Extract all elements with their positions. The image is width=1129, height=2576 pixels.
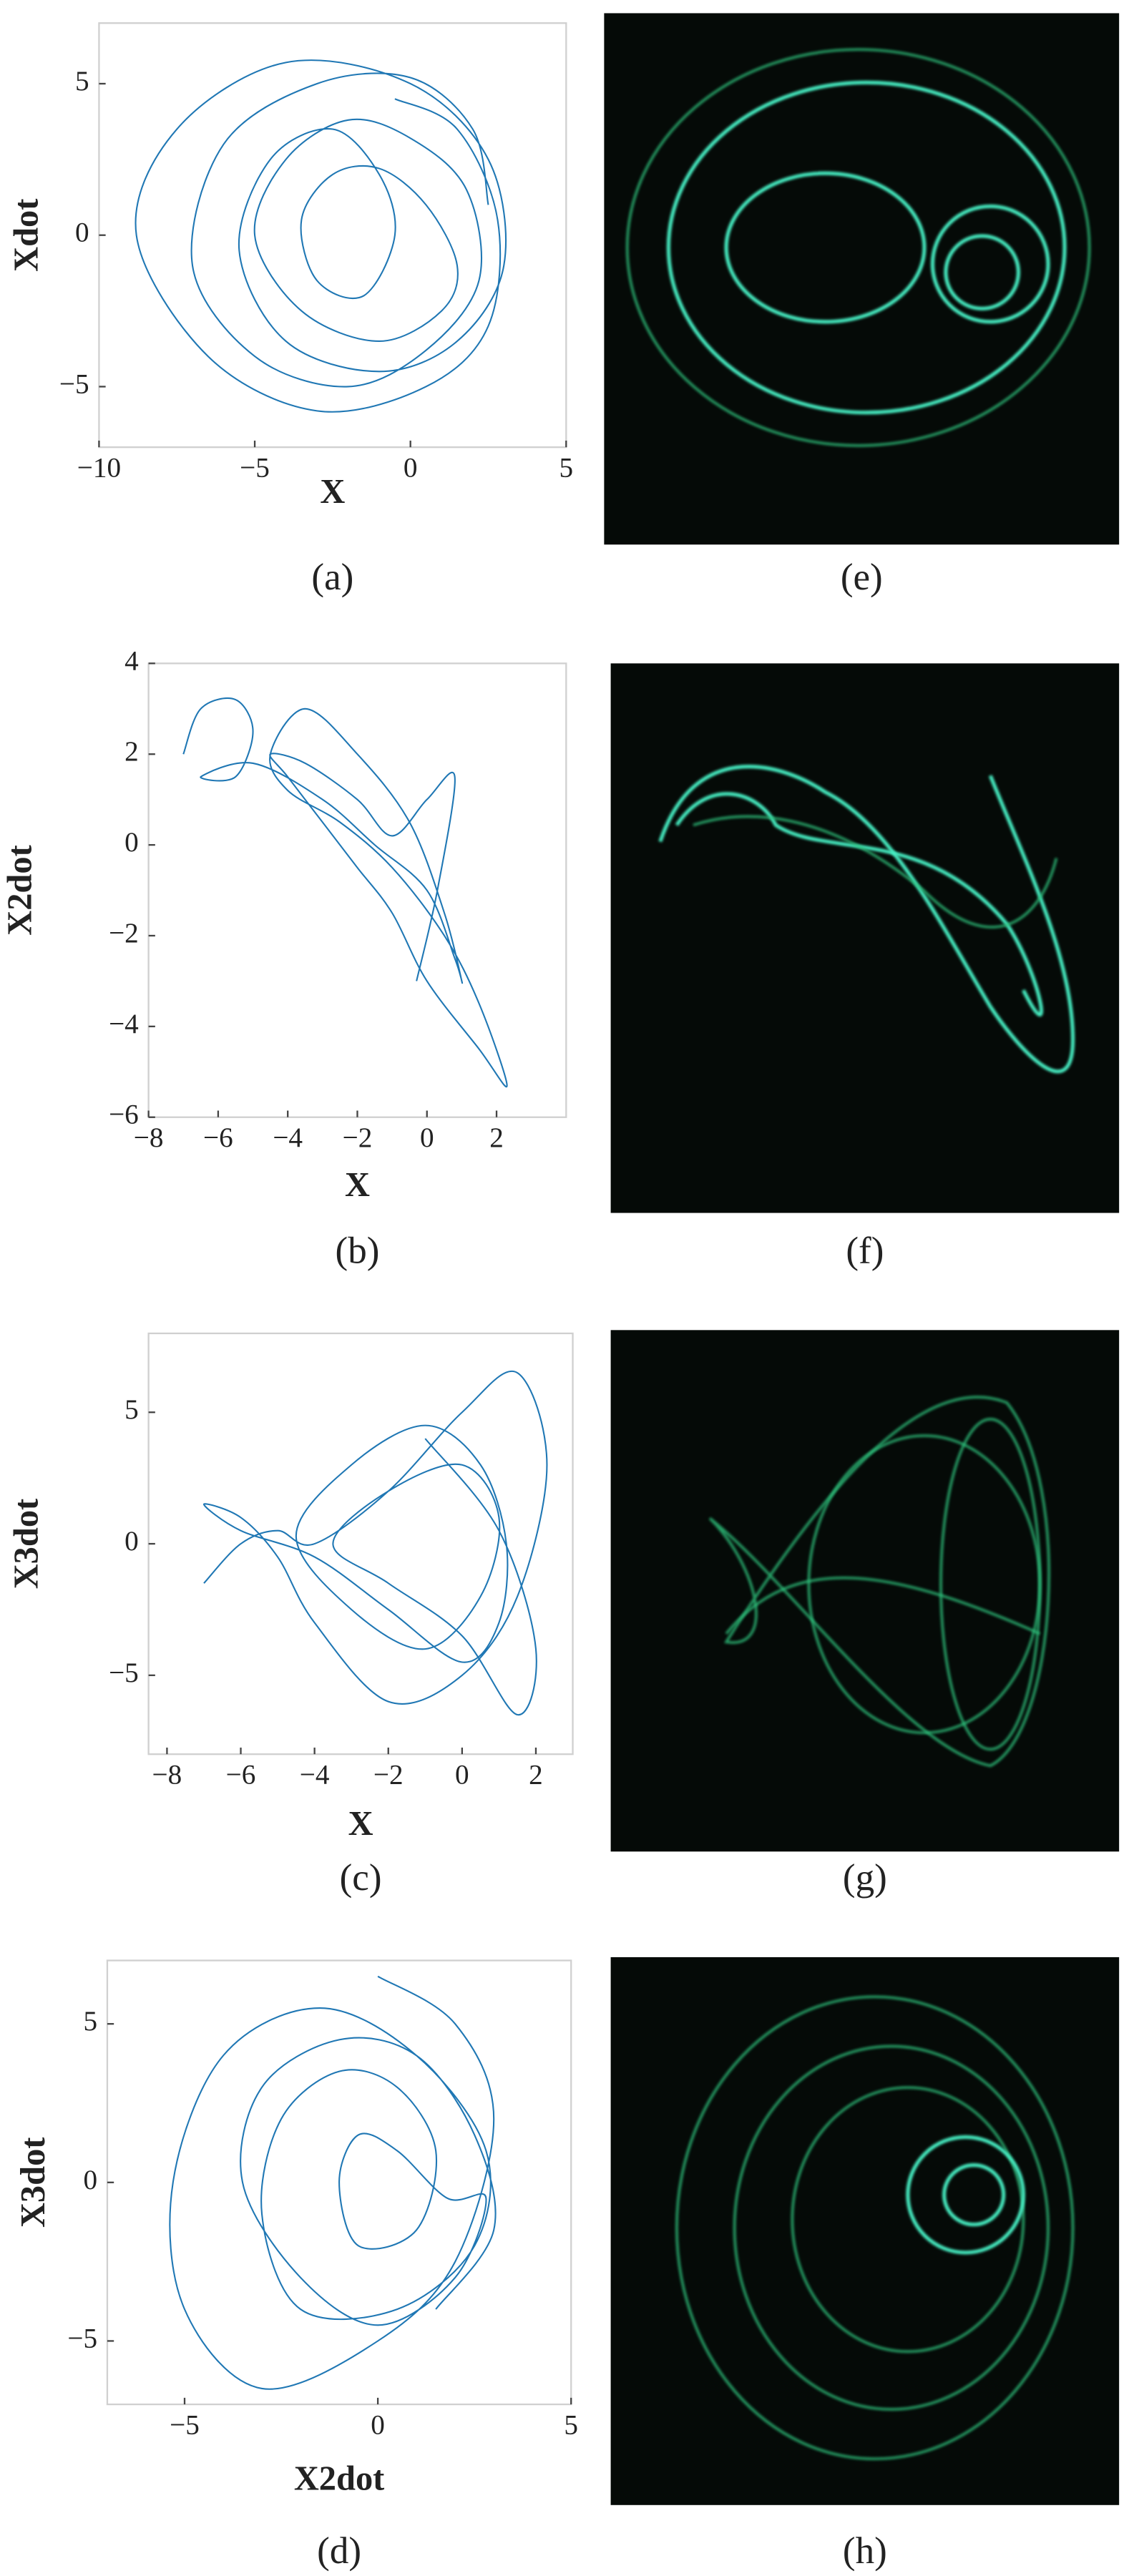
y-tick-label: 0 [124, 827, 139, 858]
y-tick-label: 4 [124, 645, 139, 676]
photo-background [610, 663, 1120, 1213]
x-tick-label: 0 [371, 2409, 385, 2440]
caption: (c) [340, 1857, 382, 1899]
plot-frame [147, 662, 567, 1118]
caption: (a) [311, 557, 353, 598]
x-tick-label: −6 [203, 1122, 233, 1153]
x-tick-label: 0 [404, 452, 418, 483]
y-tick-label: −6 [109, 1100, 139, 1130]
trajectory [202, 1370, 548, 1716]
x-axis-label: X [348, 1805, 373, 1843]
x-axis-label: X [345, 1166, 370, 1204]
x-tick-label: 0 [420, 1122, 434, 1153]
trajectory [169, 1975, 497, 2390]
photo-background [610, 1957, 1120, 2505]
photo-h [610, 1957, 1120, 2505]
photo-f [610, 663, 1120, 1213]
trace [906, 2135, 1025, 2255]
trace [708, 1396, 1050, 1768]
caption: (b) [336, 1230, 380, 1271]
x-tick-label: −2 [373, 1759, 404, 1790]
y-axis-label: X3dot [8, 1499, 46, 1589]
x-tick-label: −8 [152, 1759, 182, 1790]
photo-background [610, 1330, 1120, 1852]
y-axis-label: X2dot [1, 845, 39, 935]
y-axis-label: X3dot [14, 2137, 52, 2228]
y-tick-label: −5 [59, 368, 89, 399]
photo-caption: (g) [843, 1857, 887, 1899]
trajectory [182, 697, 508, 1088]
trace [942, 2163, 1006, 2227]
x-tick-label: 2 [489, 1122, 504, 1153]
x-tick-label: −4 [273, 1122, 303, 1153]
y-tick-label: −5 [109, 1657, 139, 1688]
x-tick-label: 5 [559, 452, 574, 483]
trace [944, 234, 1020, 310]
x-tick-label: −6 [226, 1759, 256, 1790]
trace [675, 1995, 1075, 2461]
y-tick-label: 0 [84, 2165, 98, 2195]
photo-caption: (e) [841, 557, 883, 598]
trace [675, 792, 1044, 1017]
y-tick-label: −4 [109, 1009, 139, 1039]
photo-background [604, 13, 1120, 545]
trace [724, 171, 927, 324]
trace [693, 815, 1058, 929]
x-tick-label: −5 [170, 2409, 200, 2440]
x-tick-label: −10 [77, 452, 121, 483]
trace [625, 48, 1091, 447]
y-tick-label: 0 [124, 1526, 139, 1557]
photo-caption: (h) [843, 2530, 887, 2572]
trace [733, 2044, 1050, 2411]
trace [791, 2086, 1025, 2354]
trace [666, 80, 1067, 415]
trace [658, 765, 1075, 1074]
trajectory [135, 59, 507, 413]
y-tick-label: 2 [124, 736, 139, 767]
y-tick-label: 0 [75, 217, 89, 248]
x-tick-label: −5 [240, 452, 270, 483]
y-tick-label: 5 [75, 66, 89, 97]
photo-g [610, 1330, 1120, 1852]
x-tick-label: 0 [455, 1759, 469, 1790]
x-tick-label: −8 [134, 1122, 164, 1153]
trace [725, 1576, 1041, 1635]
trace [939, 1418, 1042, 1751]
y-tick-label: 5 [84, 2006, 98, 2037]
x-tick-label: 5 [564, 2409, 578, 2440]
y-tick-label: −2 [109, 918, 139, 949]
x-tick-label: −4 [300, 1759, 330, 1790]
trace [930, 204, 1050, 324]
x-axis-label: X [320, 473, 345, 511]
plot-frame [98, 22, 567, 449]
photo-caption: (f) [846, 1230, 884, 1271]
photo-e [604, 13, 1120, 545]
y-tick-label: 5 [124, 1394, 139, 1425]
x-tick-label: 2 [529, 1759, 543, 1790]
y-axis-label: Xdot [8, 199, 46, 272]
x-axis-label: X2dot [294, 2460, 385, 2498]
x-tick-label: −2 [343, 1122, 373, 1153]
caption: (d) [317, 2530, 361, 2572]
y-tick-label: −5 [67, 2323, 97, 2354]
plot-frame [147, 1332, 574, 1755]
